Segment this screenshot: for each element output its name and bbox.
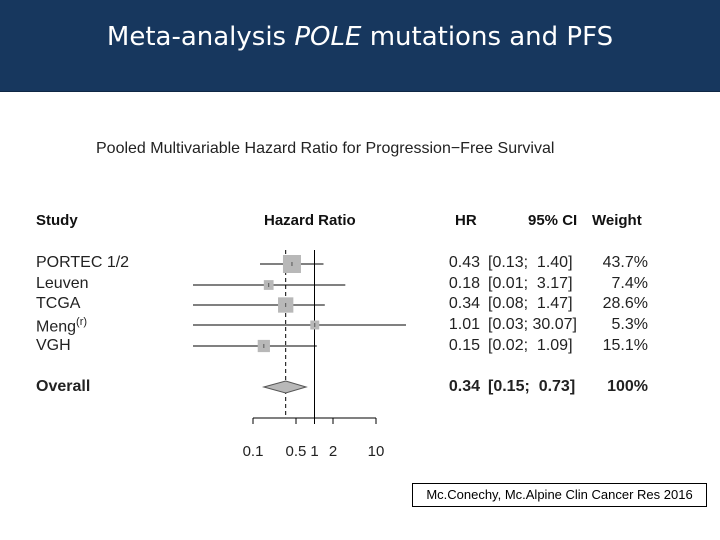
column-header-hazard-ratio: Hazard Ratio	[264, 212, 356, 229]
overall-weight: 100%	[607, 378, 648, 395]
column-header-study: Study	[36, 212, 78, 229]
study-weight: 15.1%	[602, 337, 648, 354]
study-hr: 0.34	[448, 295, 480, 312]
x-tick-label: 1	[310, 443, 318, 460]
study-weight: 28.6%	[602, 295, 648, 312]
overall-hr: 0.34	[448, 378, 480, 395]
overall-diamond	[261, 380, 308, 394]
study-ci: [0.01; 3.17]	[488, 275, 573, 292]
overall-ci: [0.15; 0.73]	[488, 378, 576, 395]
study-hr: 0.18	[448, 275, 480, 292]
column-header-weight: Weight	[592, 212, 642, 229]
study-weight: 7.4%	[611, 275, 648, 292]
x-tick-label: 0.5	[286, 443, 307, 460]
citation-box: Mc.Conechy, Mc.Alpine Clin Cancer Res 20…	[412, 483, 707, 507]
slide-header: Meta-analysis POLE mutations and PFS	[0, 0, 720, 92]
study-weight: 5.3%	[611, 316, 648, 333]
overall-label: Overall	[36, 378, 91, 395]
slide-title: Meta-analysis POLE mutations and PFS	[0, 22, 720, 52]
column-header-ci: 95% CI	[528, 212, 578, 229]
study-weight: 43.7%	[602, 254, 648, 271]
study-name: Meng(r)	[36, 316, 88, 336]
study-name: Leuven	[36, 275, 89, 292]
study-ci: [0.03; 30.07]	[488, 316, 577, 333]
study-ci: [0.02; 1.09]	[488, 337, 573, 354]
study-superscript: (r)	[76, 316, 88, 328]
study-name: PORTEC 1/2	[36, 254, 130, 271]
study-name: VGH	[36, 337, 71, 354]
x-tick-label: 2	[329, 443, 337, 460]
title-text-pre: Meta-analysis	[106, 22, 295, 52]
study-ci: [0.08; 1.47]	[488, 295, 573, 312]
study-ci: [0.13; 1.40]	[488, 254, 573, 271]
title-text-gene: POLE	[294, 22, 362, 52]
study-name: TCGA	[36, 295, 81, 312]
study-hr: 0.15	[448, 337, 480, 354]
x-tick-label: 10	[368, 443, 385, 460]
column-header-hr: HR	[455, 212, 477, 229]
title-text-post: mutations and PFS	[361, 22, 614, 52]
study-hr: 1.01	[448, 316, 480, 333]
study-hr: 0.43	[448, 254, 480, 271]
x-tick-label: 0.1	[243, 443, 264, 460]
chart-title: Pooled Multivariable Hazard Ratio for Pr…	[96, 140, 555, 157]
